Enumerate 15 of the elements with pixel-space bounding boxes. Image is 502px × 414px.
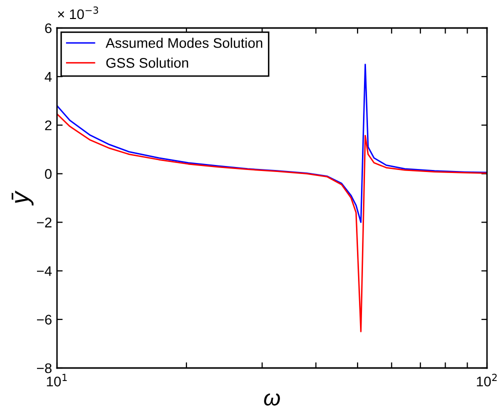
y-axis-title: ȳ (12, 190, 34, 206)
text: × 10$^{−3}$ (58, 6, 98, 20)
y-tick-label: 4 (44, 72, 52, 82)
y-tick-label: 6 (45, 23, 52, 34)
y-tick-label: −2 (36, 218, 52, 228)
x-tick-label: 10$^{1}$ (46, 374, 67, 386)
x-axis-title: ω (264, 393, 280, 406)
y-tick-label: 2 (45, 120, 52, 130)
y-tick-label: −8 (36, 363, 52, 374)
legend-label: GSS Solution (106, 58, 188, 68)
y-tick-label: 0 (44, 169, 52, 179)
y-tick-label: −4 (36, 266, 52, 276)
x-tick-label: 10$^{2}$ (476, 374, 497, 386)
y-tick-label: −6 (36, 314, 52, 325)
legend-label: Assumed Modes Solution (106, 38, 262, 48)
